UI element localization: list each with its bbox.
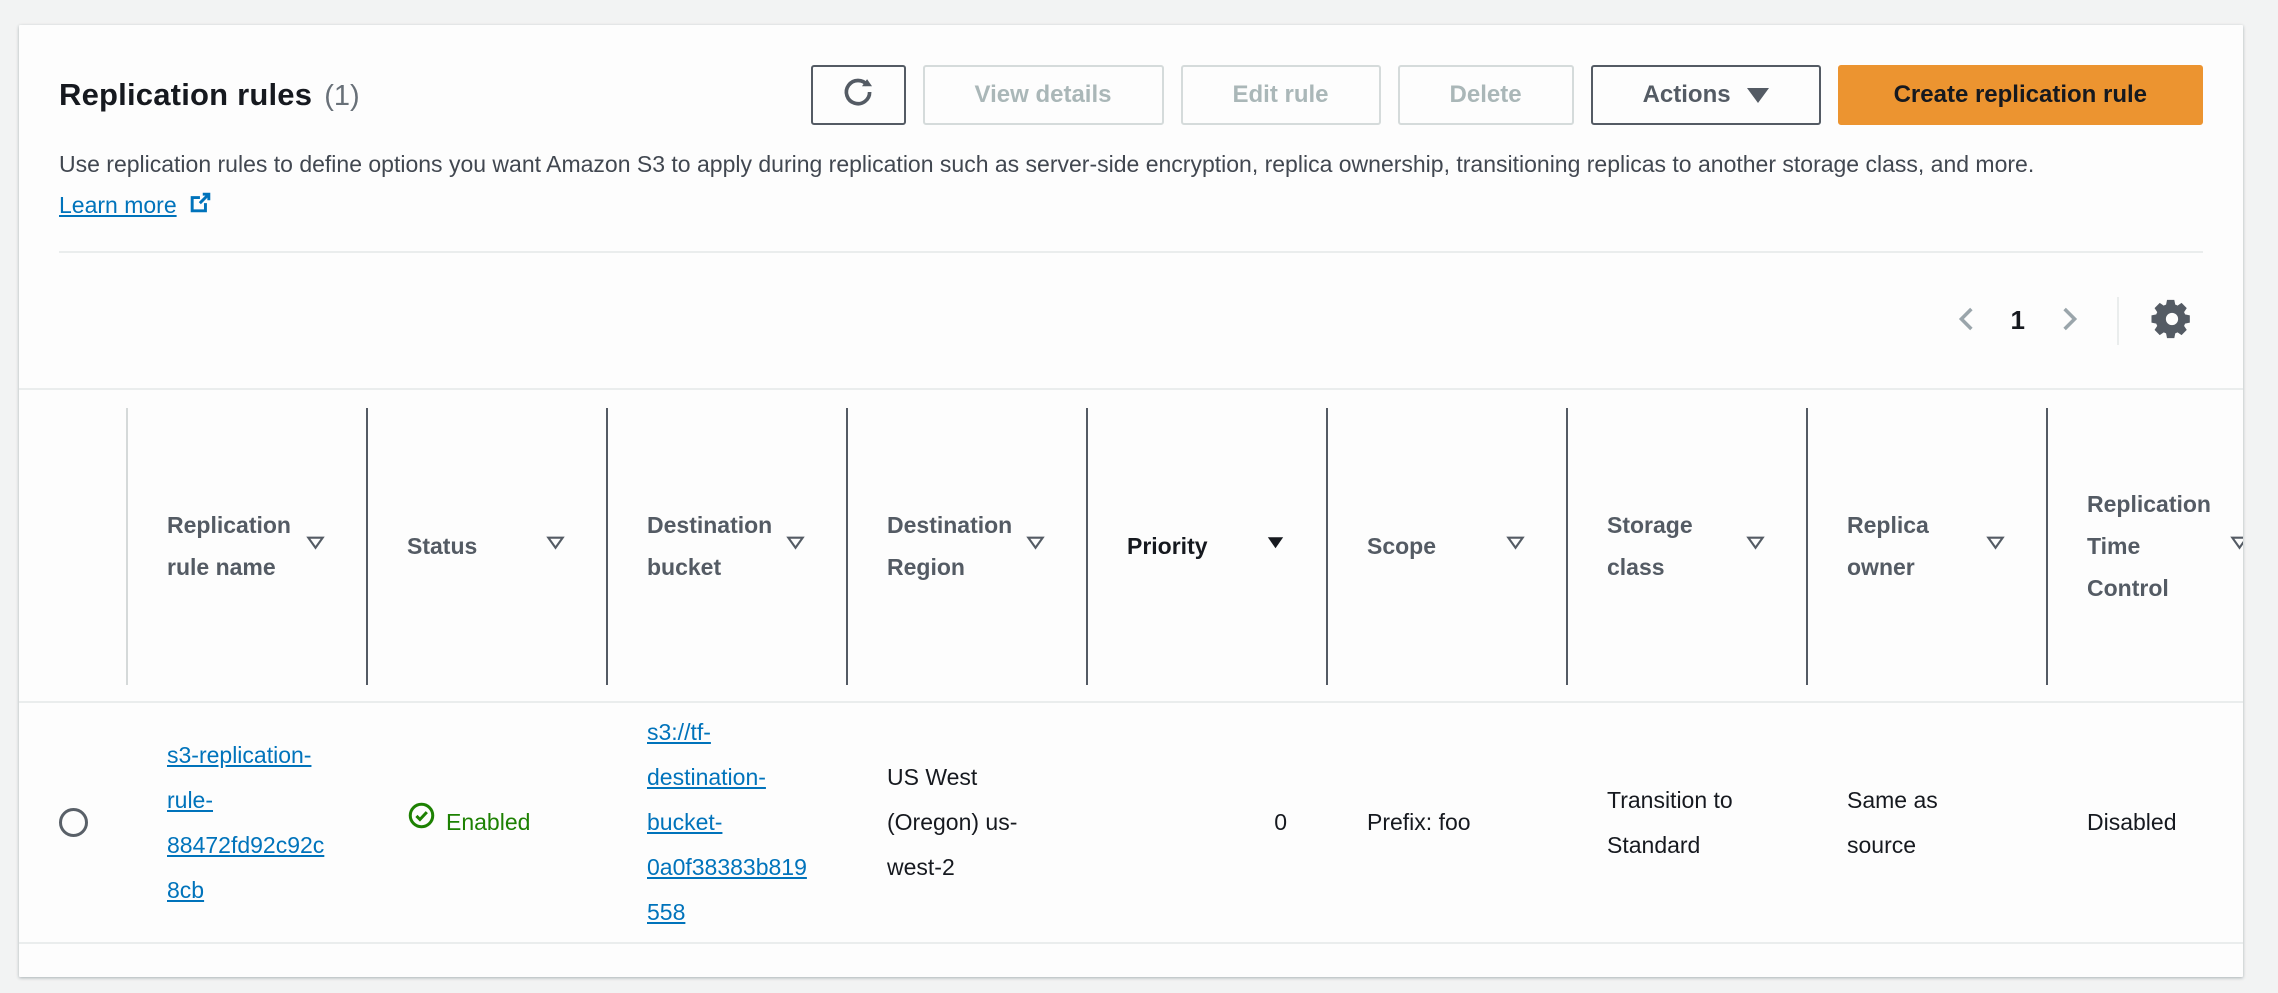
table-toolbar: 1 (19, 253, 2243, 388)
chevron-right-icon (2054, 304, 2084, 337)
actions-dropdown-label: Actions (1642, 81, 1731, 108)
column-label: Scope (1367, 532, 1437, 559)
cell-replica-owner: Same as source (1807, 703, 2047, 942)
column-header-storage-class: Storage class (1566, 390, 1807, 701)
table-footer-space (19, 944, 2243, 976)
header-actions: View details Edit rule Delete Actions Cr… (810, 65, 2203, 125)
storage-class-text: Transition to Standard (1607, 786, 1733, 858)
refresh-button[interactable] (810, 65, 906, 125)
column-header-destination-region: Destination Region (846, 390, 1087, 701)
row-radio-button[interactable] (58, 808, 88, 837)
replication-rule-link[interactable]: s3-replication-rule-88472fd92c92c8cb (167, 741, 325, 903)
sort-replica-owner[interactable]: Replica owner (1847, 504, 2007, 588)
column-label: Status (407, 532, 478, 559)
next-page-button[interactable] (2047, 299, 2091, 343)
scope-text: Prefix: foo (1367, 809, 1471, 835)
destination-bucket-link[interactable]: s3://tf-destination-bucket-0a0f38383b819… (647, 719, 807, 925)
cell-status: Enabled (367, 703, 607, 942)
sort-destination-region[interactable]: Destination Region (887, 504, 1047, 588)
column-header-destination-bucket: Destination bucket (606, 390, 847, 701)
gear-icon (2149, 296, 2195, 345)
table-row: s3-replication-rule-88472fd92c92c8cb Ena… (19, 703, 2243, 944)
sort-destination-bucket[interactable]: Destination bucket (647, 504, 807, 588)
sort-icon (544, 525, 567, 567)
status-text: Enabled (446, 809, 531, 835)
refresh-icon (841, 75, 875, 116)
sort-scope[interactable]: Scope (1367, 525, 1527, 567)
preferences-button[interactable] (2145, 294, 2199, 348)
row-select-cell (19, 703, 127, 942)
column-header-replication-rule-name: Replication rule name (126, 390, 367, 701)
rule-count: (1) (324, 80, 360, 112)
view-details-button[interactable]: View details (922, 65, 1164, 125)
chevron-left-icon (1952, 304, 1982, 337)
page-number[interactable]: 1 (2010, 305, 2025, 335)
page-title-text: Replication rules (59, 77, 313, 112)
column-label: Replica owner (1847, 511, 1929, 580)
cell-replication-rule-name: s3-replication-rule-88472fd92c92c8cb (127, 703, 367, 942)
table-header-row: Replication rule name Status Destination… (19, 388, 2243, 703)
sort-icon (1024, 525, 1047, 567)
column-header-replication-time-control: Replication Time Control (2046, 390, 2243, 701)
sort-icon (2228, 525, 2243, 567)
cell-storage-class: Transition to Standard (1567, 703, 1807, 942)
column-label: Storage class (1607, 511, 1693, 580)
panel-header: Replication rules (1) View details Edit … (19, 25, 2243, 253)
external-link-icon (187, 189, 214, 221)
section-divider (59, 251, 2203, 253)
destination-region-text: US West (Oregon) us-west-2 (887, 764, 1018, 880)
sort-icon (784, 525, 807, 567)
sort-replication-rule-name[interactable]: Replication rule name (167, 504, 327, 588)
previous-page-button[interactable] (1945, 299, 1989, 343)
create-replication-rule-button[interactable]: Create replication rule (1837, 65, 2203, 125)
priority-value: 0 (1274, 809, 1287, 835)
replication-time-control-text: Disabled (2087, 809, 2177, 835)
replica-owner-text: Same as source (1847, 786, 1938, 858)
column-label: Destination Region (887, 511, 1013, 580)
delete-button[interactable]: Delete (1397, 65, 1574, 125)
column-label: Replication rule name (167, 511, 291, 580)
cell-destination-bucket: s3://tf-destination-bucket-0a0f38383b819… (607, 703, 847, 942)
cell-scope: Prefix: foo (1327, 703, 1567, 942)
cell-replication-time-control: Disabled (2047, 703, 2243, 942)
column-header-status: Status (366, 390, 607, 701)
sort-icon (1984, 525, 2007, 567)
sort-icon (304, 525, 327, 567)
sort-desc-icon (1264, 525, 1287, 567)
selection-column-header (19, 390, 127, 701)
column-header-scope: Scope (1326, 390, 1567, 701)
column-header-replica-owner: Replica owner (1806, 390, 2047, 701)
column-label: Replication Time Control (2087, 490, 2211, 601)
replication-rules-panel: Replication rules (1) View details Edit … (19, 25, 2243, 977)
cell-destination-region: US West (Oregon) us-west-2 (847, 703, 1087, 942)
cell-priority: 0 (1087, 703, 1327, 942)
toolbar-divider (2117, 296, 2119, 345)
page-title: Replication rules (1) (59, 77, 360, 113)
panel-description: Use replication rules to define options … (59, 151, 2035, 177)
column-header-priority: Priority (1086, 390, 1327, 701)
sort-icon (1744, 525, 1767, 567)
actions-dropdown-button[interactable]: Actions (1590, 65, 1821, 125)
sort-replication-time-control[interactable]: Replication Time Control (2087, 483, 2243, 609)
sort-priority[interactable]: Priority (1127, 525, 1287, 567)
edit-rule-button[interactable]: Edit rule (1180, 65, 1381, 125)
learn-more-link[interactable]: Learn more (59, 191, 177, 218)
column-label: Priority (1127, 532, 1208, 559)
chevron-down-icon (1746, 87, 1769, 103)
sort-storage-class[interactable]: Storage class (1607, 504, 1767, 588)
status-enabled-icon (407, 800, 436, 845)
column-label: Destination bucket (647, 511, 773, 580)
sort-status[interactable]: Status (407, 525, 567, 567)
sort-icon (1504, 525, 1527, 567)
